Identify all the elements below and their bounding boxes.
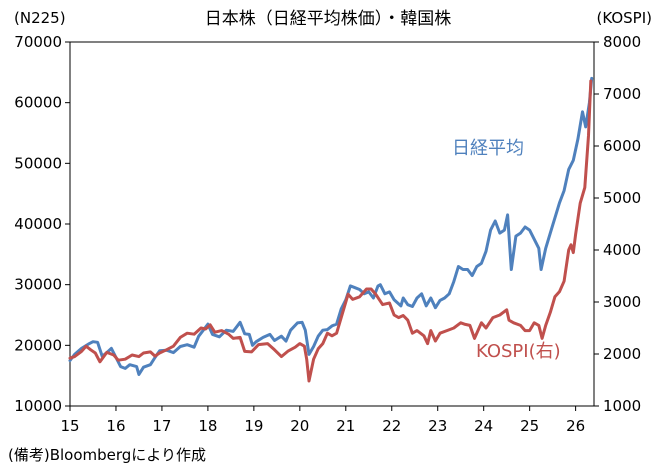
x-tick-label: 22 (382, 417, 401, 435)
legend-label-kospi: KOSPI(右) (476, 341, 561, 362)
right-y-axis: 1000 2000 3000 4000 5000 6000 7000 8000 (594, 33, 641, 415)
right-y-tick-label: 5000 (603, 189, 641, 207)
left-y-tick-label: 10000 (14, 397, 62, 415)
right-y-tick-label: 6000 (603, 137, 641, 155)
nikkei-line (68, 76, 594, 376)
series-group (68, 76, 594, 383)
x-tick-label: 26 (566, 417, 585, 435)
x-tick-label: 24 (474, 417, 493, 435)
x-tick-label: 25 (520, 417, 539, 435)
right-y-tick-label: 3000 (603, 293, 641, 311)
right-y-tick-label: 2000 (603, 345, 641, 363)
kospi-line (68, 79, 593, 383)
left-y-axis: 10000 20000 30000 40000 50000 60000 70000 (14, 33, 70, 415)
left-y-tick-label: 60000 (14, 94, 62, 112)
x-tick-label: 21 (336, 417, 355, 435)
x-axis: 15 16 17 18 19 20 21 22 23 24 25 26 (60, 406, 585, 435)
left-y-tick-label: 40000 (14, 215, 62, 233)
left-y-tick-label: 20000 (14, 336, 62, 354)
x-tick-label: 16 (106, 417, 125, 435)
right-y-tick-label: 7000 (603, 85, 641, 103)
left-y-tick-label: 50000 (14, 154, 62, 172)
x-tick-label: 18 (198, 417, 217, 435)
x-tick-label: 19 (244, 417, 263, 435)
x-tick-label: 20 (290, 417, 309, 435)
x-tick-label: 23 (428, 417, 447, 435)
left-y-tick-label: 70000 (14, 33, 62, 51)
source-note: (備考)Bloombergにより作成 (8, 446, 206, 464)
legend-label-nikkei: 日経平均 (452, 138, 524, 159)
x-tick-label: 17 (152, 417, 171, 435)
right-y-tick-label: 1000 (603, 397, 641, 415)
right-axis-unit: (KOSPI) (596, 9, 652, 27)
chart-title: 日本株（日経平均株価）・韓国株 (205, 9, 452, 29)
left-axis-unit: (N225) (14, 9, 66, 27)
right-y-tick-label: 4000 (603, 241, 641, 259)
x-tick-label: 15 (60, 417, 79, 435)
left-y-tick-label: 30000 (14, 276, 62, 294)
right-y-tick-label: 8000 (603, 33, 641, 51)
